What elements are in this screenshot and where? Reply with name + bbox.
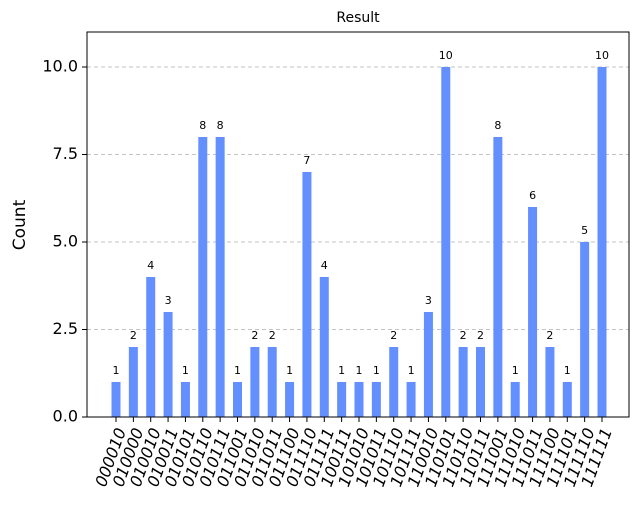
value-label: 4 bbox=[321, 259, 328, 272]
bar bbox=[354, 382, 364, 417]
value-label: 7 bbox=[303, 154, 310, 167]
bar bbox=[406, 382, 416, 417]
value-label: 5 bbox=[581, 224, 588, 237]
bar bbox=[337, 382, 347, 417]
y-tick-label: 7.5 bbox=[53, 144, 78, 163]
bar bbox=[215, 137, 225, 417]
bar bbox=[562, 382, 572, 417]
bar bbox=[389, 347, 399, 417]
value-label: 8 bbox=[217, 119, 224, 132]
bar bbox=[198, 137, 208, 417]
value-label: 6 bbox=[529, 189, 536, 202]
bar bbox=[528, 207, 538, 417]
bar bbox=[476, 347, 485, 417]
value-label: 2 bbox=[269, 329, 276, 342]
value-label: 10 bbox=[595, 49, 609, 62]
value-label: 10 bbox=[439, 49, 453, 62]
value-label: 1 bbox=[182, 364, 189, 377]
value-label: 3 bbox=[165, 294, 172, 307]
value-label: 1 bbox=[373, 364, 380, 377]
bar bbox=[128, 347, 138, 417]
bar bbox=[371, 382, 381, 417]
bar bbox=[233, 382, 242, 417]
bar bbox=[319, 277, 329, 417]
bar bbox=[285, 382, 295, 417]
value-label: 1 bbox=[512, 364, 519, 377]
bar bbox=[510, 382, 520, 417]
y-tick-label: 0.0 bbox=[53, 407, 78, 426]
bar bbox=[250, 347, 260, 417]
bar bbox=[493, 137, 503, 417]
value-label: 2 bbox=[546, 329, 553, 342]
value-label: 8 bbox=[199, 119, 206, 132]
bar bbox=[111, 382, 121, 417]
value-label: 2 bbox=[130, 329, 137, 342]
value-label: 3 bbox=[425, 294, 432, 307]
plot-frame bbox=[86, 31, 630, 418]
value-label: 1 bbox=[356, 364, 363, 377]
y-axis-label: Count bbox=[10, 199, 30, 250]
bar bbox=[441, 67, 451, 417]
bar bbox=[146, 277, 156, 417]
value-label: 2 bbox=[460, 329, 467, 342]
bar bbox=[458, 347, 468, 417]
bar bbox=[267, 347, 277, 417]
bar bbox=[580, 242, 590, 417]
bar bbox=[545, 347, 555, 417]
value-label: 1 bbox=[338, 364, 345, 377]
bar bbox=[302, 172, 312, 417]
bar bbox=[597, 67, 607, 417]
chart-title: Result bbox=[336, 10, 380, 26]
value-label: 2 bbox=[477, 329, 484, 342]
y-tick-label: 5.0 bbox=[53, 232, 78, 251]
value-label: 1 bbox=[113, 364, 120, 377]
bar bbox=[163, 312, 173, 417]
value-label: 2 bbox=[390, 329, 397, 342]
value-label: 8 bbox=[494, 119, 501, 132]
value-label: 1 bbox=[286, 364, 293, 377]
value-label: 1 bbox=[234, 364, 241, 377]
y-tick-label: 10.0 bbox=[42, 57, 78, 76]
value-label: 4 bbox=[147, 259, 154, 272]
bar bbox=[423, 312, 433, 417]
value-label: 1 bbox=[408, 364, 415, 377]
value-label: 1 bbox=[564, 364, 571, 377]
value-label: 2 bbox=[251, 329, 258, 342]
bar bbox=[180, 382, 190, 417]
y-tick-label: 2.5 bbox=[53, 319, 78, 338]
